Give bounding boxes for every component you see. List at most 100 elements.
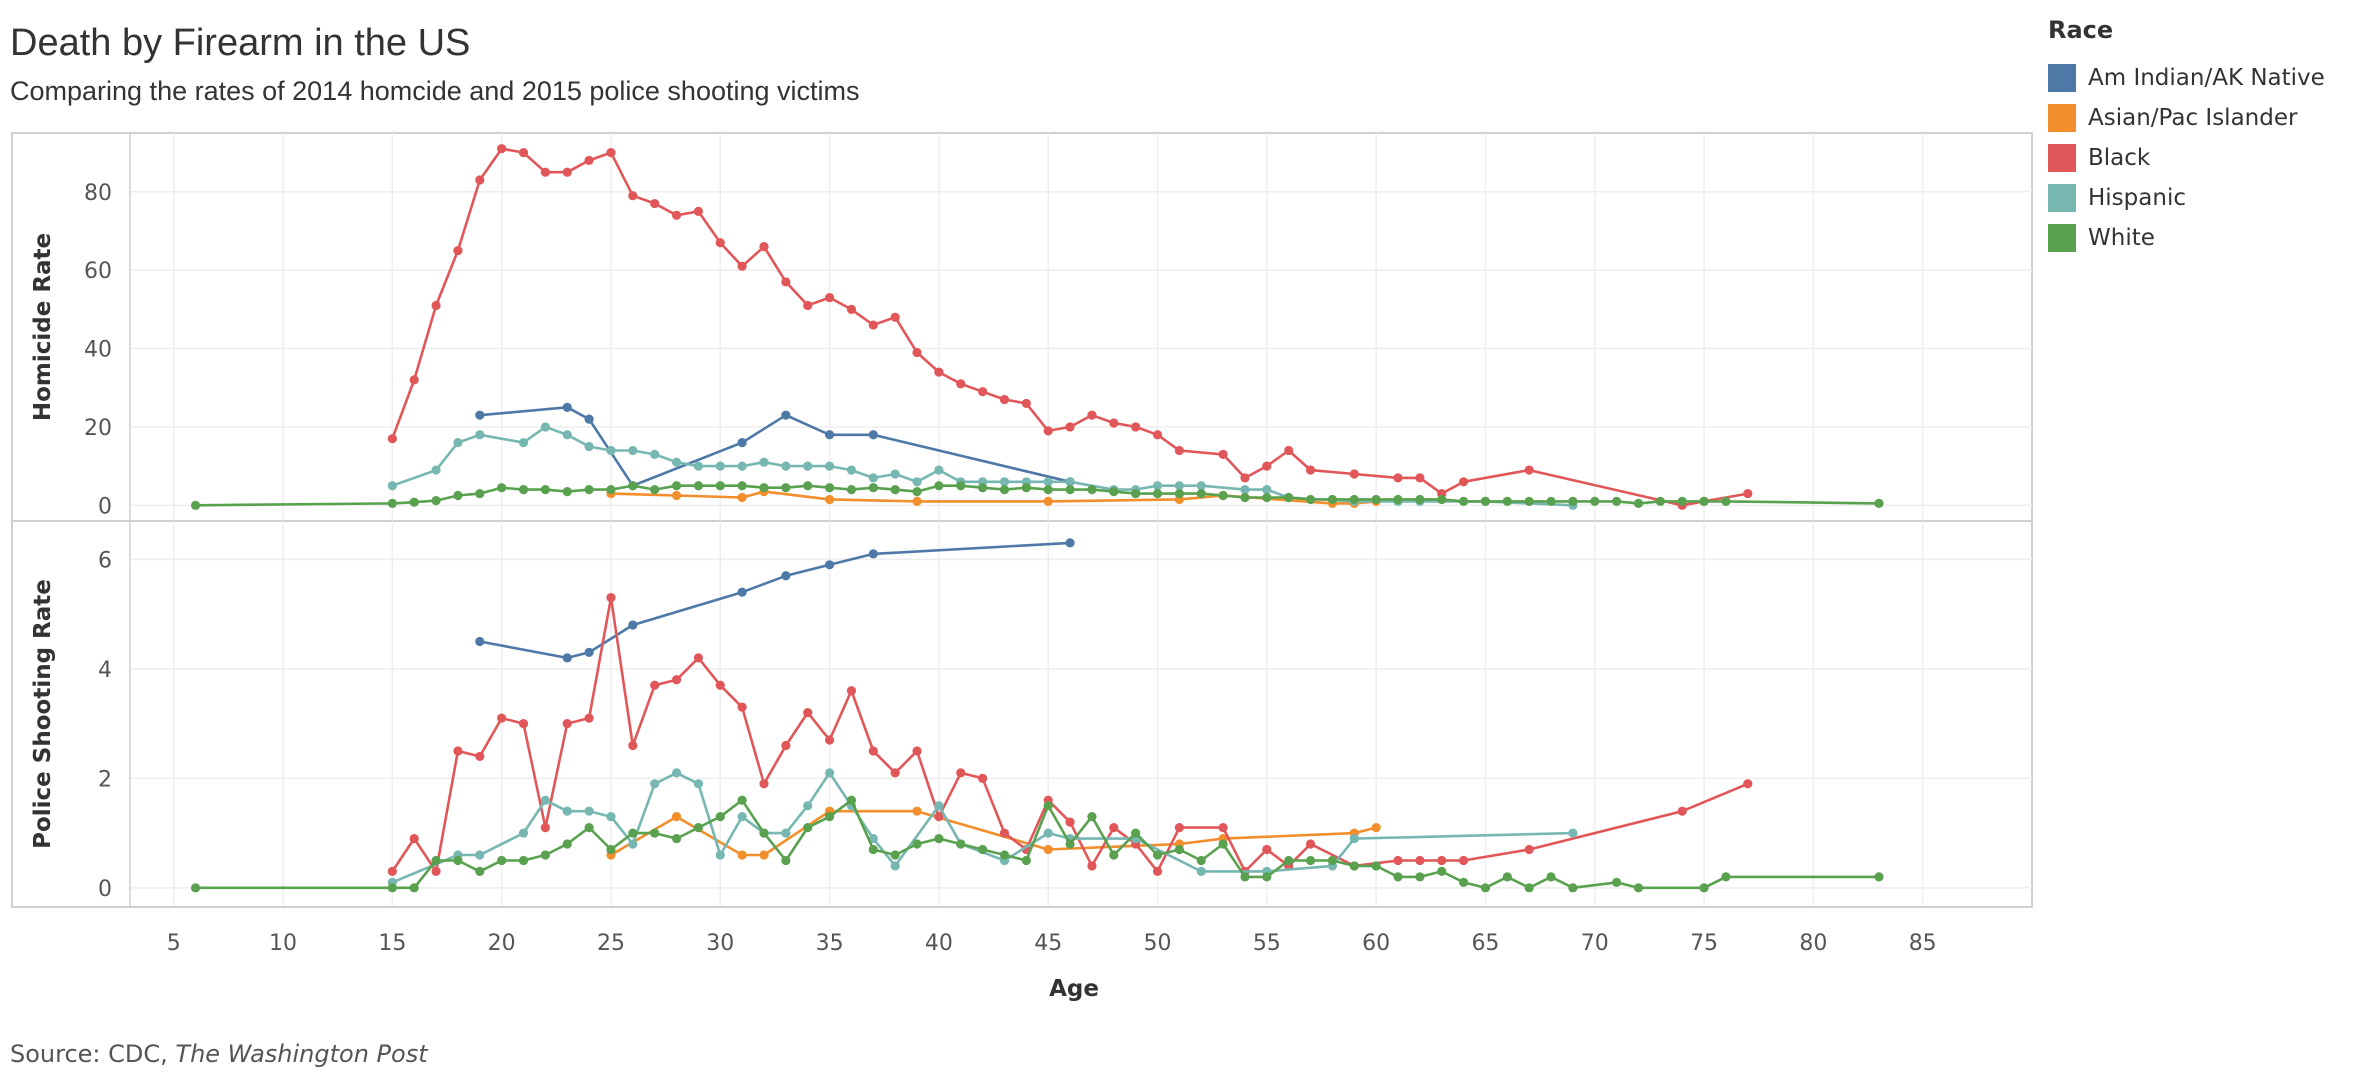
data-point	[1196, 855, 1206, 866]
legend-item[interactable]: Hispanic	[2048, 178, 2325, 218]
data-point	[1524, 844, 1534, 855]
data-point	[1393, 855, 1403, 866]
data-point	[1065, 839, 1075, 849]
data-point	[824, 461, 835, 471]
data-point	[999, 828, 1010, 838]
data-point	[671, 768, 682, 778]
data-point	[562, 487, 572, 497]
data-point	[606, 812, 616, 822]
data-point	[1743, 488, 1753, 499]
data-point	[606, 844, 616, 855]
data-point	[1305, 855, 1316, 866]
x-tick-label: 15	[378, 931, 406, 956]
series-line	[391, 596, 1749, 873]
data-point	[934, 481, 944, 491]
data-point	[1043, 801, 1053, 811]
data-point	[890, 768, 900, 778]
data-point	[890, 861, 900, 871]
data-point	[1590, 496, 1600, 507]
data-point	[1393, 473, 1403, 483]
data-point	[628, 828, 638, 838]
data-point	[1393, 872, 1403, 882]
data-point	[628, 481, 638, 491]
data-point	[540, 422, 550, 432]
data-point	[934, 801, 944, 811]
series-line	[610, 809, 1377, 857]
data-point	[190, 500, 201, 510]
data-point	[1415, 855, 1425, 866]
data-point	[671, 457, 682, 467]
data-point	[1633, 883, 1644, 893]
data-point	[1218, 823, 1228, 833]
data-point	[1174, 844, 1184, 855]
data-point	[1458, 496, 1469, 507]
data-point	[1043, 426, 1053, 436]
y-tick-label: 0	[98, 877, 112, 902]
data-point	[540, 795, 550, 805]
data-point	[824, 768, 835, 778]
data-point	[584, 713, 594, 723]
data-point	[584, 441, 594, 452]
data-point	[1699, 496, 1709, 507]
data-point	[518, 147, 529, 158]
y-tick-label: 4	[98, 658, 112, 683]
data-point	[1524, 496, 1534, 507]
data-point	[671, 481, 682, 491]
data-point	[912, 496, 922, 507]
legend-item[interactable]: Black	[2048, 138, 2325, 178]
data-point	[1196, 481, 1206, 491]
data-point	[890, 485, 900, 495]
legend-item[interactable]: Am Indian/AK Native	[2048, 58, 2325, 98]
data-point	[1568, 883, 1578, 893]
data-point	[1021, 855, 1031, 866]
data-point	[562, 718, 572, 729]
data-point	[934, 465, 944, 475]
data-point	[650, 779, 660, 789]
data-point	[1546, 872, 1556, 882]
data-point	[715, 680, 725, 690]
data-point	[453, 245, 463, 256]
data-point	[518, 438, 529, 448]
data-point	[781, 828, 791, 838]
data-point	[540, 167, 550, 177]
data-point	[387, 481, 397, 491]
data-point	[475, 751, 485, 762]
data-point	[1327, 855, 1338, 866]
data-point	[693, 823, 704, 833]
data-point	[846, 795, 857, 805]
data-point	[1262, 872, 1272, 882]
data-point	[431, 465, 441, 475]
series-line	[479, 541, 1071, 660]
data-point	[1568, 828, 1578, 838]
legend-item[interactable]: Asian/Pac Islander	[2048, 98, 2325, 138]
series-line	[195, 484, 1880, 507]
data-point	[715, 461, 725, 471]
data-point	[562, 839, 572, 849]
data-point	[628, 839, 638, 849]
data-point	[1065, 422, 1075, 432]
data-point	[497, 713, 507, 723]
data-point	[1087, 812, 1097, 822]
legend-item[interactable]: White	[2048, 218, 2325, 258]
x-tick-label: 35	[816, 931, 844, 956]
data-point	[715, 812, 725, 822]
data-point	[518, 828, 529, 838]
data-point	[999, 477, 1010, 487]
x-tick-label: 30	[706, 931, 734, 956]
data-point	[562, 167, 572, 177]
data-point	[868, 473, 878, 483]
data-point	[912, 746, 922, 756]
chart-title: Death by Firearm in the US	[10, 22, 471, 64]
data-point	[606, 593, 616, 603]
data-point	[431, 855, 441, 866]
data-point	[1677, 496, 1687, 507]
data-point	[999, 850, 1010, 860]
data-point	[518, 855, 529, 866]
data-point	[956, 768, 966, 778]
data-point	[956, 481, 966, 491]
data-point	[650, 449, 660, 459]
data-point	[1174, 488, 1184, 499]
data-point	[190, 883, 201, 893]
data-point	[781, 461, 791, 471]
